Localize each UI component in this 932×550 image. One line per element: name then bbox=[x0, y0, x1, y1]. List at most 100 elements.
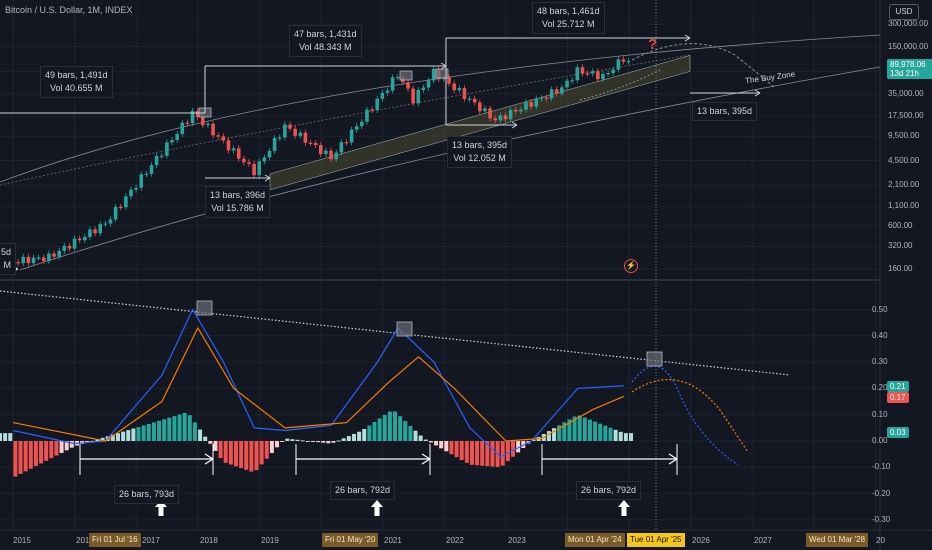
price-axis-label: 320.00 bbox=[888, 241, 913, 251]
histogram-bar bbox=[567, 419, 572, 441]
histogram-bar bbox=[275, 441, 280, 448]
macd-axis-label: 0.30 bbox=[872, 357, 888, 367]
candle bbox=[565, 80, 569, 88]
price-tag-value: 89,978.06 bbox=[890, 60, 926, 69]
macd-axis-label: 0.40 bbox=[872, 330, 888, 340]
candle bbox=[488, 108, 492, 119]
candle bbox=[247, 162, 251, 164]
candle bbox=[67, 245, 72, 249]
histogram-bar bbox=[259, 441, 264, 465]
histogram-bar bbox=[192, 422, 197, 441]
histogram-bar bbox=[126, 430, 131, 441]
candle bbox=[118, 206, 123, 209]
measure-vol: Vol 25.712 M bbox=[542, 19, 595, 29]
measure-vol: Vol 48.343 M bbox=[299, 42, 352, 52]
histogram-bar bbox=[0, 433, 2, 441]
candle bbox=[360, 121, 364, 127]
candle bbox=[411, 88, 415, 104]
time-label: 2015 bbox=[13, 536, 31, 545]
candle bbox=[52, 253, 56, 257]
candle bbox=[452, 83, 456, 91]
time-label: 2022 bbox=[446, 536, 464, 545]
measure-bars: 48 bars, 1,461d bbox=[537, 6, 600, 16]
measure-label-5: 13 bars, 395d Vol 12.052 M bbox=[447, 136, 513, 168]
measure-arrow-head bbox=[440, 62, 447, 70]
candle bbox=[616, 59, 621, 70]
histogram-bar bbox=[372, 421, 377, 441]
price-axis-label: 35,000.00 bbox=[888, 88, 924, 98]
histogram-bar bbox=[95, 439, 100, 441]
histogram-bar bbox=[351, 433, 356, 441]
histogram-bar bbox=[516, 441, 521, 453]
candle bbox=[390, 77, 395, 91]
histogram-bar bbox=[23, 441, 28, 472]
chart-title: Bitcoin / U.S. Dollar, 1M, INDEX bbox=[5, 5, 133, 15]
candle bbox=[26, 256, 31, 264]
histogram-bar bbox=[464, 441, 469, 463]
candle bbox=[575, 67, 580, 81]
histogram-bar bbox=[598, 423, 603, 441]
price-tag: 89,978.06 13d 21h bbox=[887, 59, 932, 79]
lightning-icon[interactable]: ⚡ bbox=[624, 259, 638, 273]
candle bbox=[395, 77, 400, 79]
candle bbox=[344, 142, 349, 144]
candle bbox=[313, 143, 318, 146]
histogram-bar bbox=[403, 421, 408, 441]
candle bbox=[457, 88, 462, 91]
measure-label-2: 47 bars, 1,431d Vol 48.343 M bbox=[289, 25, 362, 57]
candle bbox=[129, 189, 133, 197]
span-label-2: 26 bars, 792d bbox=[330, 481, 396, 500]
candle bbox=[272, 137, 277, 151]
candle bbox=[21, 256, 26, 264]
time-label: 2023 bbox=[508, 536, 526, 545]
candle bbox=[283, 124, 287, 138]
histogram-bar bbox=[562, 422, 567, 441]
projection-path bbox=[631, 43, 776, 89]
candle bbox=[529, 102, 533, 107]
time-highlight: Mon 01 Apr '24 bbox=[565, 533, 625, 547]
histogram-bar bbox=[449, 441, 454, 455]
candle bbox=[570, 80, 574, 82]
measure-bars: 13 bars, 395d bbox=[697, 106, 753, 116]
candle bbox=[560, 87, 564, 94]
histogram-bar bbox=[213, 441, 218, 451]
cycle-top-marker bbox=[399, 70, 413, 81]
candle bbox=[585, 73, 590, 75]
cycle-top-marker bbox=[396, 321, 413, 337]
macd-projection bbox=[631, 365, 739, 466]
histogram-bar bbox=[115, 433, 120, 441]
candle bbox=[472, 98, 477, 103]
measure-bars: 5d bbox=[1, 247, 12, 257]
candle bbox=[88, 229, 92, 237]
candle bbox=[41, 257, 46, 261]
candle bbox=[334, 152, 338, 160]
candle bbox=[236, 148, 241, 159]
time-label: 2027 bbox=[754, 536, 772, 545]
measure-arrow-head bbox=[754, 89, 761, 97]
candle bbox=[221, 136, 226, 141]
histogram-bar bbox=[321, 441, 326, 443]
candle bbox=[329, 150, 333, 160]
candle bbox=[349, 129, 354, 143]
price-axis-label: 600.00 bbox=[888, 221, 913, 231]
histogram-bar bbox=[136, 426, 141, 441]
candle bbox=[77, 238, 82, 241]
histogram-bar bbox=[439, 441, 444, 449]
histogram-bar bbox=[336, 440, 341, 442]
histogram-bar bbox=[393, 411, 398, 441]
candle bbox=[211, 123, 215, 136]
histogram-bar bbox=[428, 441, 433, 443]
price-axis-label: 4,500.00 bbox=[888, 155, 920, 165]
histogram-bar bbox=[239, 441, 244, 469]
candle bbox=[406, 82, 410, 89]
histogram-bar bbox=[623, 433, 628, 441]
candle bbox=[195, 110, 200, 118]
measure-bars: 13 bars, 396d bbox=[210, 190, 266, 200]
candle bbox=[447, 77, 451, 84]
candle bbox=[113, 206, 118, 220]
candle bbox=[103, 223, 108, 225]
histogram-bar bbox=[69, 441, 74, 448]
candle bbox=[206, 123, 210, 126]
currency-button[interactable]: USD bbox=[889, 4, 919, 20]
